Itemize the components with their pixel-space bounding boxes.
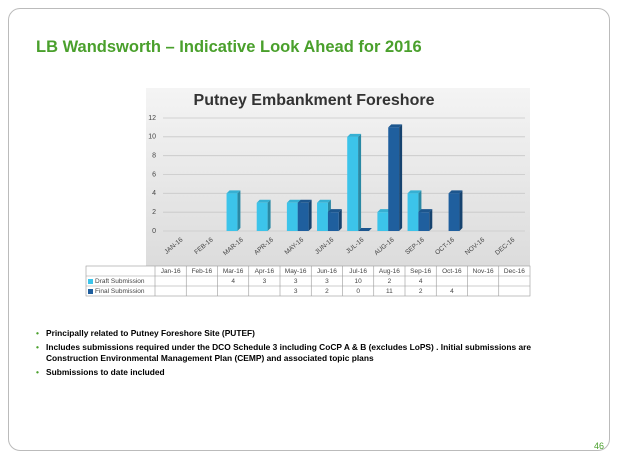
table-header: Sep-16 bbox=[410, 268, 431, 275]
bar-top bbox=[448, 190, 463, 194]
bullet: Submissions to date included bbox=[36, 367, 576, 378]
bar bbox=[297, 202, 309, 231]
page-number: 46 bbox=[594, 441, 605, 451]
table-header: Nov-16 bbox=[473, 268, 494, 275]
y-tick-label: 6 bbox=[152, 171, 156, 178]
table-header: Jun-16 bbox=[317, 268, 337, 275]
table-value: 2 bbox=[419, 288, 423, 295]
slide-frame bbox=[8, 8, 610, 451]
bar-top bbox=[358, 228, 372, 231]
slide-title: LB Wandsworth – Indicative Look Ahead fo… bbox=[36, 38, 422, 56]
legend-label: Draft Submission bbox=[95, 278, 145, 285]
bar-top bbox=[286, 199, 301, 203]
table-value: 2 bbox=[388, 278, 392, 285]
bar-side bbox=[358, 133, 362, 231]
legend-key bbox=[88, 289, 93, 294]
bar-top bbox=[327, 209, 342, 213]
bar-side bbox=[399, 124, 403, 231]
bar bbox=[388, 127, 400, 231]
y-tick-label: 12 bbox=[148, 115, 156, 122]
bar bbox=[226, 193, 238, 231]
table-header: Jan-16 bbox=[161, 268, 181, 275]
table-value: 3 bbox=[294, 278, 298, 285]
table-header: Apr-16 bbox=[255, 268, 275, 275]
bar bbox=[256, 202, 268, 231]
table-value: 3 bbox=[294, 288, 298, 295]
table-header: May-16 bbox=[285, 268, 307, 275]
bar-top bbox=[388, 124, 403, 128]
bar-side bbox=[459, 190, 463, 231]
chart-title: Putney Embankment Foreshore bbox=[194, 92, 435, 109]
table-value: 4 bbox=[231, 278, 235, 285]
bar-side bbox=[237, 190, 241, 231]
bar bbox=[327, 212, 339, 231]
data-table bbox=[85, 265, 531, 297]
bar bbox=[317, 202, 328, 231]
table-header: Aug-16 bbox=[379, 268, 400, 275]
y-tick-label: 2 bbox=[152, 209, 156, 216]
legend-label: Final Submission bbox=[95, 288, 145, 295]
table-header: Dec-16 bbox=[504, 268, 525, 275]
bar-top bbox=[226, 190, 241, 194]
bar bbox=[347, 136, 359, 231]
bullet: Principally related to Putney Foreshore … bbox=[36, 328, 576, 339]
table-header: Mar-16 bbox=[223, 268, 244, 275]
table-value: 3 bbox=[325, 278, 329, 285]
table-value: 10 bbox=[355, 278, 363, 285]
bar-top bbox=[256, 199, 271, 203]
bar-side bbox=[308, 199, 312, 231]
bar bbox=[418, 212, 430, 231]
bar-side bbox=[338, 209, 342, 231]
bar-top bbox=[347, 133, 362, 137]
bar-top bbox=[407, 190, 422, 194]
table-header: Oct-16 bbox=[442, 268, 462, 275]
y-tick-label: 8 bbox=[152, 153, 156, 160]
bullet: Includes submissions required under the … bbox=[36, 342, 576, 364]
bar-side bbox=[429, 209, 433, 231]
bar-top bbox=[297, 199, 312, 203]
table-value: 3 bbox=[263, 278, 267, 285]
bar bbox=[448, 193, 460, 231]
table-value: 4 bbox=[419, 278, 423, 285]
table-value: 4 bbox=[450, 288, 454, 295]
table-header: Jul-16 bbox=[349, 268, 367, 275]
y-tick-label: 10 bbox=[148, 134, 156, 141]
bar-top bbox=[377, 209, 392, 213]
chart-background bbox=[146, 88, 530, 266]
table-value: 2 bbox=[325, 288, 329, 295]
bar bbox=[286, 202, 298, 231]
bullet-list: Principally related to Putney Foreshore … bbox=[36, 328, 576, 381]
bar bbox=[377, 212, 389, 231]
table-header: Feb-16 bbox=[192, 268, 213, 275]
bar-side bbox=[267, 199, 271, 231]
legend-key bbox=[88, 279, 93, 284]
bar-top bbox=[418, 209, 433, 213]
bar bbox=[407, 193, 419, 231]
table-value: 0 bbox=[356, 288, 360, 295]
bar-top bbox=[317, 199, 331, 203]
table-value: 11 bbox=[386, 288, 393, 295]
y-tick-label: 0 bbox=[152, 228, 156, 235]
y-tick-label: 4 bbox=[152, 190, 156, 197]
